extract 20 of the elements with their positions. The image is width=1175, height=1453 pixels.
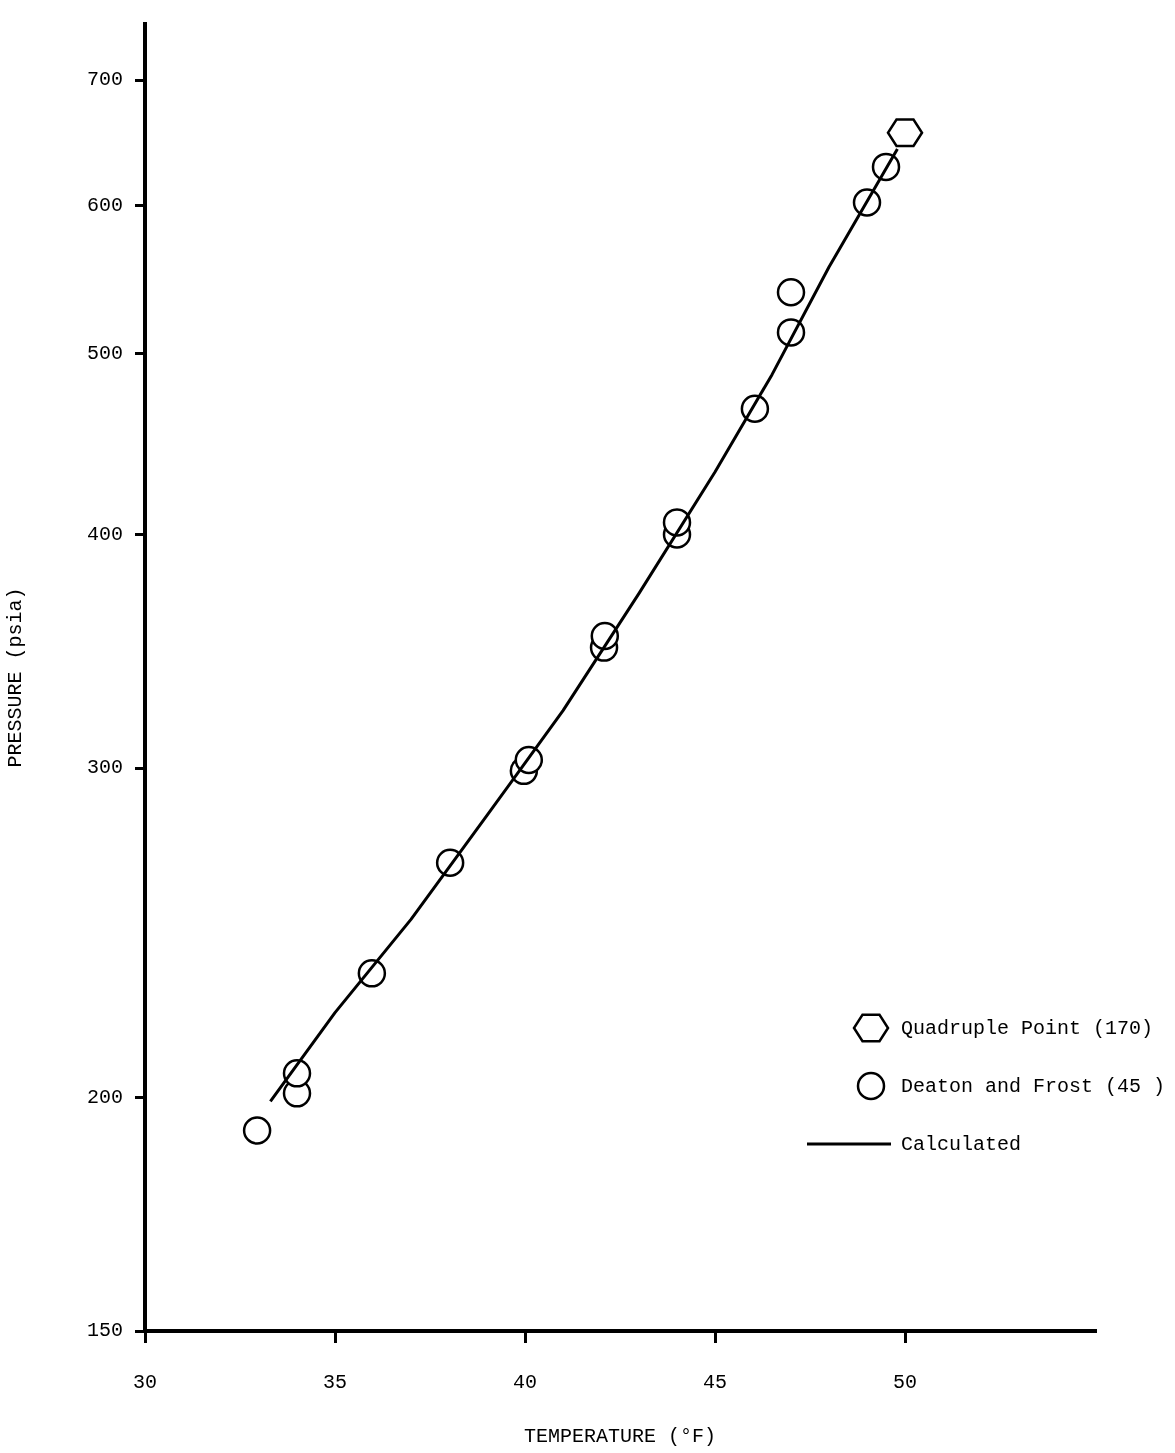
x-tick-label: 30 — [132, 1371, 158, 1395]
point — [886, 118, 924, 148]
legend-label: Calculated — [900, 1132, 1021, 1156]
x-tick-label: 40 — [512, 1371, 538, 1395]
y-tick-label: 300 — [86, 756, 123, 780]
y-axis-title: PRESSURE (psia) — [4, 587, 28, 768]
legend-label: Deaton and Frost (45 ) — [900, 1074, 1165, 1098]
point — [242, 1116, 272, 1145]
x-tick-label: 50 — [892, 1371, 918, 1395]
y-tick-label: 150 — [86, 1319, 123, 1343]
point — [776, 278, 806, 307]
y-tick-label: 500 — [86, 341, 123, 365]
y-tick-label: 600 — [86, 193, 123, 217]
y-tick-label: 200 — [86, 1085, 123, 1109]
y-tick-label: 400 — [86, 522, 123, 546]
y-tick-label: 700 — [86, 68, 123, 92]
legend-label: Quadruple Point (170) — [900, 1016, 1153, 1040]
x-tick-label: 45 — [702, 1371, 728, 1395]
x-axis-title: TEMPERATURE (°F) — [523, 1425, 717, 1449]
x-tick-label: 35 — [322, 1371, 348, 1395]
